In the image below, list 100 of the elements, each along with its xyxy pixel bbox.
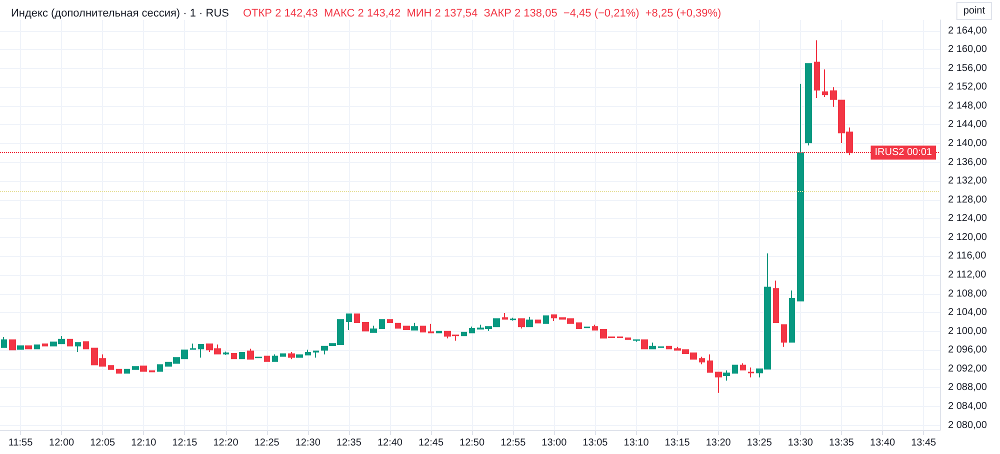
- candlestick: [280, 353, 286, 357]
- y-tick-label: 2 088,00: [948, 382, 988, 394]
- candlestick: [272, 354, 278, 362]
- candlestick: [740, 362, 746, 370]
- y-tick-label: 2 140,00: [948, 138, 988, 150]
- y-tick-label: 2 132,00: [948, 176, 988, 187]
- candlestick: [822, 68, 828, 98]
- y-tick-label: 2 148,00: [948, 100, 988, 112]
- candlestick: [526, 316, 533, 328]
- candlestick: [296, 354, 303, 358]
- x-tick-label: 13:40: [870, 438, 896, 448]
- x-tick-label: 12:05: [90, 438, 116, 448]
- chart-title: Индекс (дополнительная сессия) · 1 · RUS: [11, 8, 229, 20]
- candlestick: [379, 319, 385, 330]
- candlestick: [535, 320, 541, 324]
- candlestick: [592, 324, 598, 330]
- candlestick: [124, 368, 130, 374]
- candlestick: [1, 336, 7, 348]
- text: point: [963, 6, 986, 16]
- candlestick: [116, 368, 122, 374]
- candlestick: [789, 290, 795, 343]
- candlestick: [781, 324, 787, 348]
- candlestick: [17, 345, 24, 350]
- candlestick: [510, 317, 516, 322]
- candlestick: [25, 345, 32, 350]
- candlestick: [461, 332, 467, 336]
- candlestick: [551, 314, 557, 322]
- candlestick: [411, 322, 418, 330]
- y-tick-label: 2 104,00: [948, 307, 988, 318]
- y-tick-label: 2 080,00: [948, 420, 988, 431]
- candlestick: [436, 330, 442, 334]
- x-tick-label: 11:55: [8, 438, 34, 448]
- candlestick: [67, 338, 73, 346]
- candlestick: [707, 354, 713, 373]
- y-tick-label: 2 108,00: [948, 288, 988, 300]
- candlestick: [370, 325, 377, 333]
- candlestick: [34, 344, 40, 350]
- candlestick: [42, 344, 48, 346]
- candlestick: [223, 351, 229, 356]
- candlestick: [75, 342, 81, 353]
- chart-subtitle: ОТКР 2 142,43 МАКС 2 143,42 МИН 2 137,54 ЗАКР 2 138,05 −4,45 (−0,21%) +8,25 (+0,39%): [243, 8, 722, 20]
- y-tick-label: 2 096,00: [948, 344, 988, 356]
- candlestick: [732, 364, 738, 374]
- candlestick: [715, 372, 722, 394]
- x-tick-label: 13:30: [788, 438, 814, 448]
- annotation: IRUS2 00:01: [874, 147, 932, 158]
- candlestick: [264, 356, 270, 362]
- candlestick: [247, 348, 254, 360]
- candlestick: [108, 365, 114, 370]
- candlestick: [666, 346, 672, 350]
- x-tick-label: 12:25: [254, 438, 280, 448]
- candlestick: [288, 352, 295, 360]
- x-tick-label: 13:35: [828, 438, 854, 448]
- candlestick: [649, 342, 656, 350]
- x-tick-label: 13:00: [542, 438, 568, 448]
- y-tick-label: 2 084,00: [948, 401, 988, 412]
- candlestick: [773, 280, 779, 323]
- candlestick: [231, 352, 237, 360]
- candlestick: [321, 346, 328, 355]
- x-tick-label: 12:15: [172, 438, 198, 448]
- x-tick-label: 12:45: [418, 438, 444, 448]
- candlestick: [140, 366, 147, 372]
- y-tick-label: 2 128,00: [948, 194, 988, 206]
- candlestick: [198, 344, 204, 358]
- candlestick: [641, 339, 648, 350]
- x-tick-label: 12:00: [49, 438, 75, 448]
- y-tick-label: 2 144,00: [948, 119, 988, 130]
- candlestick: [305, 349, 311, 356]
- candlestick: [723, 370, 730, 382]
- x-tick-label: 12:50: [460, 438, 485, 448]
- candlestick: [403, 326, 410, 330]
- y-tick-label: 2 152,00: [948, 82, 988, 93]
- x-tick-label: 12:35: [336, 438, 362, 448]
- x-tick-label: 13:45: [911, 438, 937, 448]
- candlestick: [362, 322, 369, 332]
- candlestick: [157, 364, 163, 372]
- y-tick-label: 2 124,00: [948, 213, 988, 224]
- candlestick: [699, 356, 705, 365]
- candlestick: [313, 350, 319, 358]
- candlestick: [190, 343, 196, 350]
- candlestick: [132, 366, 139, 370]
- y-tick-label: 2 092,00: [948, 363, 988, 374]
- y-tick-label: 2 100,00: [948, 326, 988, 337]
- x-tick-label: 13:20: [706, 438, 732, 448]
- x-tick-label: 13:10: [624, 438, 650, 448]
- candlestick: [633, 338, 640, 342]
- x-tick-label: 12:55: [500, 438, 526, 448]
- candlestick: [543, 315, 549, 324]
- x-tick-label: 13:05: [582, 438, 608, 448]
- y-tick-label: 2 156,00: [948, 62, 988, 74]
- x-tick-label: 12:10: [131, 438, 157, 448]
- y-tick-label: 2 160,00: [948, 44, 988, 56]
- candlestick: [395, 322, 401, 329]
- y-tick-label: 2 120,00: [948, 232, 988, 243]
- candlestick: [576, 322, 582, 330]
- x-tick-label: 13:25: [746, 438, 772, 448]
- y-tick-label: 2 116,00: [948, 250, 987, 262]
- candlestick: [518, 318, 525, 330]
- x-tick-label: 12:30: [295, 438, 321, 448]
- candlestick: [625, 337, 631, 340]
